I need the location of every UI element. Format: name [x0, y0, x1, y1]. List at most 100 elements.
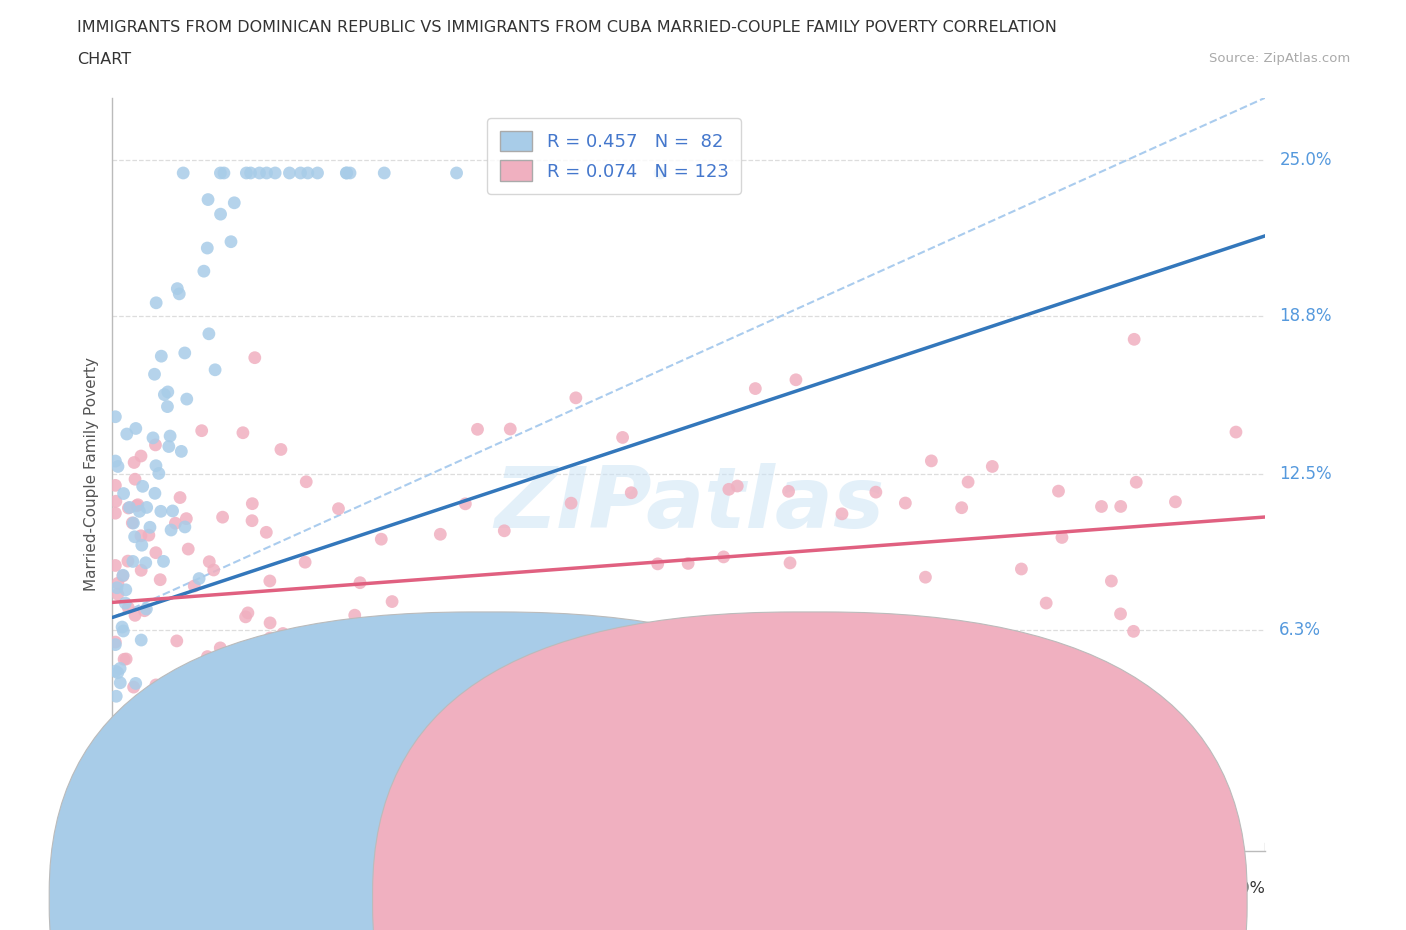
- Point: [335, 166, 357, 180]
- Point: [145, 458, 167, 473]
- Point: [198, 326, 221, 341]
- Y-axis label: Married-Couple Family Poverty: Married-Couple Family Poverty: [83, 357, 98, 591]
- Point: [837, 697, 859, 711]
- Point: [1109, 606, 1132, 621]
- Point: [107, 459, 129, 474]
- Point: [243, 351, 266, 365]
- Point: [114, 595, 136, 610]
- Point: [284, 683, 307, 698]
- Point: [778, 484, 800, 498]
- Point: [128, 765, 150, 780]
- Point: [1047, 484, 1070, 498]
- Point: [131, 538, 153, 552]
- Point: [914, 570, 936, 585]
- Point: [112, 623, 135, 638]
- Point: [125, 498, 148, 513]
- Point: [326, 658, 349, 673]
- Point: [135, 500, 157, 515]
- Point: [240, 497, 263, 512]
- Point: [339, 166, 361, 180]
- Point: [612, 430, 634, 445]
- Point: [149, 572, 172, 587]
- Point: [398, 729, 420, 744]
- Text: CHART: CHART: [77, 52, 131, 67]
- Point: [135, 555, 157, 570]
- Point: [240, 513, 263, 528]
- Point: [295, 474, 318, 489]
- Point: [256, 166, 278, 180]
- Point: [162, 503, 184, 518]
- Point: [159, 429, 181, 444]
- Text: Source: ZipAtlas.com: Source: ZipAtlas.com: [1209, 52, 1350, 65]
- Point: [166, 633, 188, 648]
- Point: [122, 764, 145, 778]
- Point: [118, 500, 141, 515]
- Text: 80.0%: 80.0%: [1215, 881, 1265, 897]
- Point: [647, 556, 669, 571]
- Point: [259, 574, 281, 589]
- Point: [560, 496, 582, 511]
- Point: [143, 485, 166, 500]
- Point: [349, 576, 371, 591]
- Point: [177, 768, 200, 783]
- Point: [157, 761, 180, 776]
- Point: [129, 632, 152, 647]
- Point: [166, 281, 188, 296]
- Point: [650, 166, 672, 180]
- Point: [319, 640, 342, 655]
- Point: [170, 444, 193, 458]
- Point: [105, 689, 128, 704]
- Point: [202, 563, 225, 578]
- Point: [129, 528, 152, 543]
- Point: [117, 553, 139, 568]
- Point: [105, 580, 128, 595]
- Point: [104, 454, 127, 469]
- Point: [145, 296, 167, 311]
- Point: [620, 485, 643, 500]
- Point: [865, 485, 887, 499]
- Point: [1225, 425, 1247, 440]
- Point: [107, 587, 129, 602]
- Point: [127, 498, 149, 512]
- Point: [104, 558, 127, 573]
- Point: [713, 550, 735, 565]
- Point: [138, 527, 160, 542]
- Point: [125, 676, 148, 691]
- Point: [135, 736, 157, 751]
- Point: [125, 421, 148, 436]
- Point: [157, 439, 180, 454]
- Point: [305, 685, 328, 700]
- Point: [112, 486, 135, 501]
- Point: [1122, 624, 1144, 639]
- Point: [1109, 499, 1132, 514]
- Point: [501, 768, 523, 783]
- Point: [115, 427, 138, 442]
- Point: [156, 399, 179, 414]
- Point: [254, 525, 277, 539]
- Point: [173, 520, 195, 535]
- Point: [1035, 595, 1057, 610]
- Point: [183, 578, 205, 593]
- Point: [336, 166, 359, 180]
- Point: [104, 506, 127, 521]
- Legend: R = 0.457   N =  82, R = 0.074   N = 123: R = 0.457 N = 82, R = 0.074 N = 123: [486, 118, 741, 194]
- Point: [235, 609, 257, 624]
- Point: [744, 381, 766, 396]
- Point: [209, 641, 232, 656]
- Point: [149, 504, 172, 519]
- Point: [107, 576, 129, 591]
- Point: [236, 605, 259, 620]
- Point: [115, 652, 138, 667]
- Point: [249, 166, 271, 180]
- Point: [224, 195, 246, 210]
- Point: [259, 631, 281, 645]
- Text: 6.3%: 6.3%: [1279, 621, 1322, 639]
- Point: [152, 554, 174, 569]
- Point: [209, 206, 232, 221]
- Text: 18.8%: 18.8%: [1279, 307, 1331, 326]
- Point: [212, 166, 235, 180]
- Point: [209, 166, 232, 180]
- Point: [340, 649, 363, 664]
- Point: [176, 392, 198, 406]
- Point: [120, 701, 142, 716]
